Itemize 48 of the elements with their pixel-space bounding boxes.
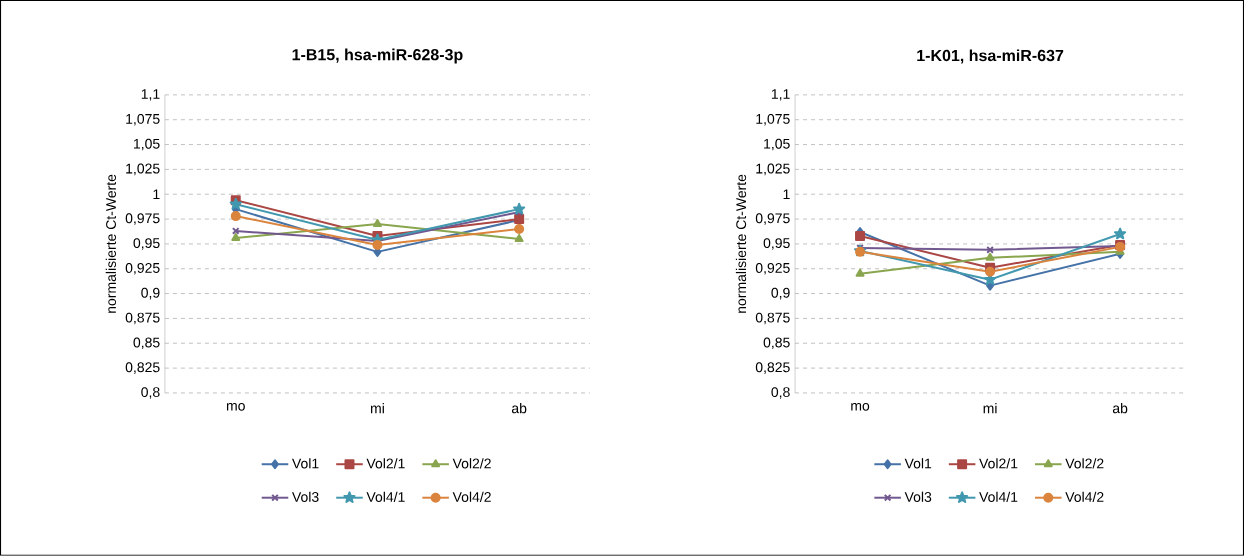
y-tick-label: 0,95 [133,238,160,250]
y-tick-label: 0,95 [763,238,790,250]
y-tick-label: 0,925 [125,263,160,275]
y-tick-label: 0,975 [755,213,790,225]
y-tick-label: 1,025 [756,163,790,176]
legend-label: Vol4/1 [366,491,405,503]
y-tick-label: 1,075 [756,114,790,126]
y-tick-label: 0,85 [133,337,160,350]
y-tick-label: 0,9 [141,287,160,300]
y-tick-label: 1,05 [134,138,160,151]
y-tick-label: 1 [783,189,790,200]
x-tick-label: mi [983,403,997,414]
legend-label: Vol4/2 [452,491,491,503]
x-tick-label: ab [511,403,527,414]
y-axis-title: normalisierte Ct-Werte [735,174,747,313]
x-tick-label: mi [370,403,384,414]
y-tick-label: 0,975 [125,213,160,225]
legend-label: Vol1 [292,458,319,469]
legend-label: Vol1 [904,458,932,469]
y-tick-label: 0,925 [755,263,790,275]
y-tick-label: 0,875 [125,312,160,325]
y-tick-label: 0,9 [771,287,790,300]
y-tick-label: 1,1 [141,89,160,101]
y-tick-label: 0,8 [141,387,160,399]
y-tick-label: 0,85 [763,337,790,350]
legend-label: Vol3 [904,491,932,503]
y-tick-label: 0,825 [125,362,160,374]
x-tick-label: mo [851,403,870,411]
y-tick-label: 1,1 [771,89,790,101]
y-tick-label: 1,05 [764,138,790,151]
y-tick-label: 0,875 [755,312,790,325]
legend-label: Vol3 [292,491,319,503]
x-tick-label: ab [1112,403,1128,414]
legend-label: Vol4/1 [979,491,1018,503]
chart-title: 1-B15, hsa-miR-628-3p [292,48,463,64]
y-tick-label: 1,075 [126,114,160,126]
y-tick-label: 1 [153,189,160,200]
y-tick-label: 0,8 [771,387,790,399]
legend-label: Vol4/2 [1065,491,1104,503]
x-tick-label: mo [226,403,245,411]
legend-label: Vol2/2 [1065,458,1104,469]
legend-label: Vol2/1 [366,458,405,469]
legend-label: Vol2/1 [979,458,1018,469]
y-axis-title: normalisierte Ct-Werte [105,174,116,313]
legend-label: Vol2/2 [452,458,491,469]
chart-title: 1-K01, hsa-miR-637 [917,49,1064,64]
y-tick-label: 1,025 [126,163,160,176]
y-tick-label: 0,825 [755,362,790,374]
